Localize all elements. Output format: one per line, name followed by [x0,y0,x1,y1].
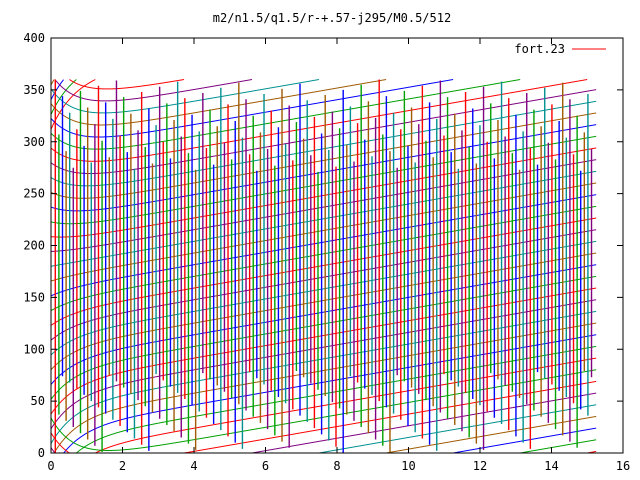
y-tick-label: 400 [23,31,45,45]
data-trace [50,240,597,356]
x-tick-label: 16 [616,459,630,473]
data-trace [50,79,597,453]
x-tick-label: 0 [47,459,54,473]
data-trace [50,79,597,454]
legend: fort.23 [514,42,606,56]
data-trace [50,194,597,297]
data-trace [50,275,597,400]
data-trace [50,205,597,312]
data-trace [50,170,597,267]
data-lines [50,79,597,454]
x-tick-label: 10 [401,459,415,473]
x-tick-label: 6 [262,459,269,473]
data-trace [50,79,597,454]
y-tick-label: 150 [23,290,45,304]
data-trace [50,79,597,454]
data-trace [50,147,597,238]
chart-title: m2/n1.5/q1.5/r-+.57-j295/M0.5/512 [213,11,451,25]
data-trace [50,79,597,454]
y-tick-label: 200 [23,239,45,253]
data-trace [50,79,597,454]
data-trace [50,79,597,454]
data-trace [50,310,597,444]
data-trace [50,135,597,225]
legend-label: fort.23 [514,42,565,56]
y-tick-label: 50 [31,394,45,408]
x-tick-label: 12 [473,459,487,473]
y-tick-label: 300 [23,135,45,149]
y-tick-label: 250 [23,187,45,201]
x-tick-label: 8 [333,459,340,473]
data-trace [50,79,597,454]
y-tick-label: 100 [23,342,45,356]
y-tick-label: 0 [38,446,45,460]
data-trace [50,217,597,326]
data-trace [50,79,597,454]
data-trace [50,159,597,252]
data-trace [50,299,597,430]
x-tick-label: 14 [544,459,558,473]
data-trace [50,264,597,385]
axes: 0 2 4 6 8 10 12 14 16 0 50 100 150 200 250 300 350 400 [23,31,630,473]
y-tick-label: 350 [23,83,45,97]
x-tick-label: 2 [119,459,126,473]
data-trace [50,79,597,454]
x-tick-label: 4 [190,459,197,473]
data-trace [50,79,597,454]
